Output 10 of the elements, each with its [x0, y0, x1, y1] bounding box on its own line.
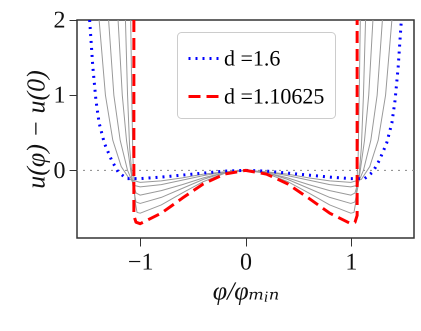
- x-tick-label: 1: [345, 250, 358, 276]
- x-tick-label: −1: [128, 250, 154, 276]
- y-axis-title: u(φ) − u(0): [22, 70, 50, 189]
- x-tick-label: 0: [240, 250, 252, 276]
- y-tick-label: 0: [54, 158, 66, 184]
- legend-label: d =1.10625: [224, 84, 324, 108]
- legend-label: d =1.6: [224, 46, 280, 70]
- y-tick-label: 2: [54, 8, 66, 34]
- y-tick-label: 1: [54, 82, 66, 109]
- x-axis-title: φ/φₘᵢₙ: [212, 276, 280, 306]
